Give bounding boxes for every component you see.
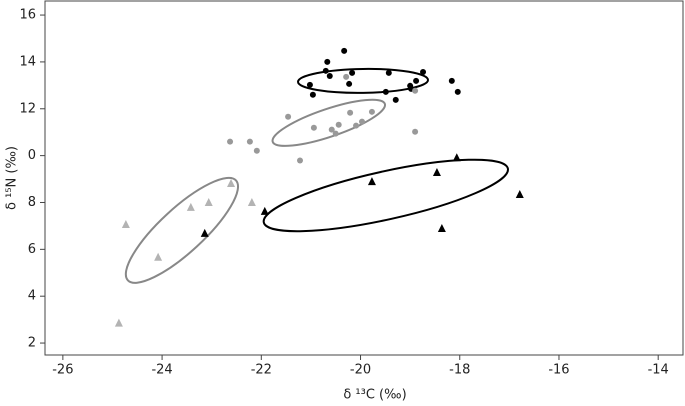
circle-point [349, 69, 356, 76]
triangle-point [154, 252, 163, 261]
circle-point [420, 68, 427, 75]
circle-point [324, 58, 331, 65]
x-tick-label: -26 [52, 363, 73, 378]
circle-point [343, 73, 350, 80]
y-tick-label: 8 [28, 195, 36, 210]
circle-point [332, 130, 339, 137]
triangle-point [437, 223, 446, 232]
y-axis-label: δ ¹⁵N (‰) [5, 146, 20, 210]
circle-point [412, 128, 419, 135]
circle-point [246, 138, 253, 145]
triangle-point [121, 220, 130, 229]
y-tick-label: 6 [28, 242, 36, 257]
triangle-point [452, 153, 461, 162]
circle-point [346, 80, 353, 87]
circle-point [368, 108, 375, 115]
triangle-point [247, 197, 256, 206]
circle-point [413, 77, 420, 84]
circle-point [310, 124, 317, 131]
circle-point [306, 81, 313, 88]
circle-point [353, 122, 360, 129]
circle-point [227, 138, 234, 145]
x-tick-label: -24 [151, 363, 172, 378]
x-axis-label: δ ¹³C (‰) [343, 388, 406, 403]
circle-point [297, 157, 304, 164]
triangle-point [114, 318, 123, 327]
plot-frame [44, 0, 684, 356]
y-tick-label: 16 [19, 8, 36, 23]
circle-point [347, 109, 354, 116]
triangle-point [432, 167, 441, 176]
y-tick-label: 0 [28, 148, 36, 163]
x-tick-label: -22 [251, 363, 272, 378]
ellipse [271, 98, 387, 147]
circle-point [335, 121, 342, 128]
circle-point [253, 147, 260, 154]
triangle-point [204, 197, 213, 206]
triangle-point [186, 202, 195, 211]
circle-point [448, 77, 455, 84]
ellipse [124, 176, 240, 284]
circle-point [285, 113, 292, 120]
circle-point [392, 96, 399, 103]
x-tick-label: -20 [350, 363, 371, 378]
y-tick-label: 12 [19, 101, 36, 116]
ellipse [297, 67, 429, 94]
circle-point [382, 88, 389, 95]
circle-point [385, 69, 392, 76]
triangle-point [260, 206, 269, 215]
x-tick-label: -14 [648, 363, 669, 378]
circle-point [328, 126, 335, 133]
triangle-point [200, 228, 209, 237]
triangle-point [367, 177, 376, 186]
y-tick-label: 2 [28, 336, 36, 351]
circle-point [412, 87, 419, 94]
circle-point [309, 91, 316, 98]
circle-point [326, 72, 333, 79]
x-tick-label: -18 [449, 363, 470, 378]
y-tick-label: 4 [28, 289, 36, 304]
ellipse [262, 158, 509, 233]
circle-point [359, 118, 366, 125]
y-tick-label: 14 [19, 54, 36, 69]
circle-point [341, 47, 348, 54]
x-tick-label: -16 [548, 363, 569, 378]
triangle-point [515, 190, 524, 199]
circle-point [454, 88, 461, 95]
circle-point [322, 67, 329, 74]
triangle-point [227, 179, 236, 188]
